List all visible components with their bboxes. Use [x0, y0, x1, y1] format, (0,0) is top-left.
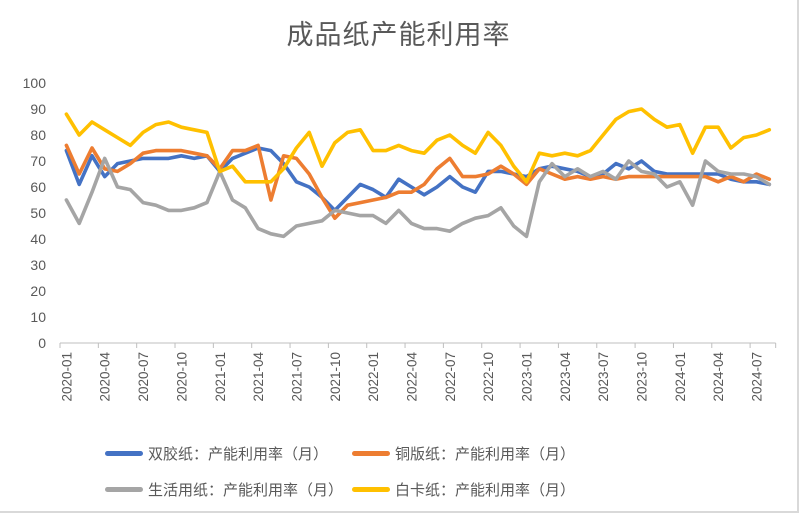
- y-axis-label: 90: [30, 101, 46, 117]
- chart-title: 成品纸产能利用率: [286, 20, 511, 50]
- y-axis-label: 80: [30, 127, 46, 143]
- x-axis-label: 2022-04: [404, 352, 419, 402]
- legend-swatch: [105, 450, 143, 456]
- y-axis-label: 20: [30, 283, 46, 299]
- legend-label: 铜版纸：产能利用率（月）: [395, 445, 576, 463]
- y-axis-label: 70: [30, 153, 46, 169]
- x-axis-label: 2024-07: [750, 352, 765, 402]
- x-axis-label: 2022-10: [481, 352, 496, 402]
- y-axis-label: 50: [30, 205, 46, 221]
- x-axis-label: 2021-04: [251, 352, 266, 402]
- legend-item-双胶纸: 双胶纸：产能利用率（月）: [105, 440, 328, 466]
- series-line-生活用: [64, 156, 772, 239]
- legend-label: 双胶纸：产能利用率（月）: [148, 445, 329, 463]
- x-axis-label: 2020-07: [136, 352, 151, 402]
- x-axis-label: 2020-04: [98, 352, 113, 402]
- x-axis-label: 2023-10: [634, 352, 649, 402]
- legend-swatch: [352, 486, 390, 492]
- x-axis-label: 2023-01: [519, 352, 534, 402]
- y-axis-label: 10: [30, 309, 46, 325]
- line-chart-plot: 0 10 20 30 40 50 60 70 80 90 100 2020-01 2020-04 2020…: [23, 75, 777, 402]
- y-axis-label: 100: [23, 75, 47, 91]
- legend-item-白卡纸: 白卡纸：产能利用率（月）: [352, 476, 575, 502]
- x-axis-label: 2022-01: [366, 352, 381, 402]
- legend-label: 白卡纸：产能利用率（月）: [395, 481, 576, 499]
- legend-label: 生活用纸：产能利用率（月）: [148, 481, 344, 499]
- legend-swatch: [105, 486, 143, 492]
- y-axis-label: 40: [30, 231, 46, 247]
- x-axis-label: 2024-04: [711, 352, 726, 402]
- x-axis-label: 2022-07: [443, 352, 458, 402]
- x-axis-label: 2021-10: [328, 352, 343, 402]
- x-axis-label: 2024-01: [673, 352, 688, 402]
- y-axis-label: 30: [30, 257, 46, 273]
- legend-swatch: [352, 450, 390, 456]
- x-axis-label: 2023-07: [596, 352, 611, 402]
- x-axis-label: 2021-01: [213, 352, 228, 402]
- y-axis-label: 60: [30, 179, 46, 195]
- series-line-白卡纸: [64, 107, 772, 184]
- legend-item-生活用: 生活用纸：产能利用率（月）: [105, 476, 343, 502]
- series-line-铜版纸: [64, 143, 772, 220]
- x-axis-label: 2021-07: [289, 352, 304, 402]
- x-axis-label: 2020-10: [174, 352, 189, 402]
- x-axis-label: 2020-01: [59, 352, 74, 402]
- x-axis-label: 2023-04: [558, 352, 573, 402]
- legend-item-铜版纸: 铜版纸：产能利用率（月）: [352, 440, 575, 466]
- y-axis-label: 0: [38, 335, 46, 351]
- series-line-双胶纸: [64, 146, 772, 213]
